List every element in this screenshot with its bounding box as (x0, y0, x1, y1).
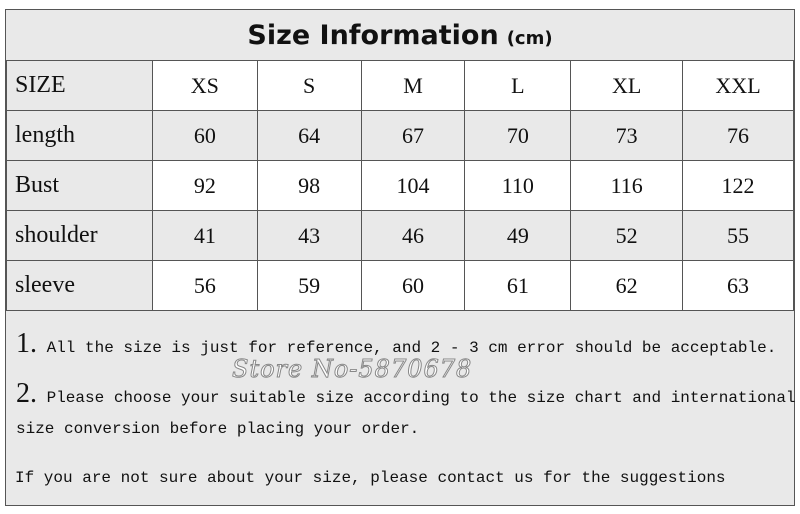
cell: 52 (570, 210, 684, 261)
note-1: 1. All the size is just for reference, a… (16, 328, 776, 360)
header-cell: XS (151, 60, 258, 111)
row-label: length (6, 110, 153, 161)
table-row: shoulder 41 43 46 49 52 55 (6, 210, 794, 261)
cell: 46 (360, 210, 466, 261)
cell: 110 (464, 160, 572, 211)
cell: 73 (570, 110, 684, 161)
header-cell: L (464, 60, 572, 111)
note-text: All the size is just for reference, and … (37, 339, 777, 357)
header-cell: XXL (682, 60, 794, 111)
cell: 61 (464, 260, 572, 311)
cell: 60 (151, 110, 258, 161)
cell: 98 (256, 160, 362, 211)
header-cell: SIZE (6, 60, 153, 111)
cell: 49 (464, 210, 572, 261)
header-cell: XL (570, 60, 684, 111)
note-number: 1. (16, 328, 37, 359)
cell: 122 (682, 160, 794, 211)
size-chart: Size Information (cm) SIZE XS S M L XL X… (5, 9, 796, 506)
cell: 56 (151, 260, 258, 311)
cell: 104 (360, 160, 466, 211)
cell: 116 (570, 160, 684, 211)
cell: 64 (256, 110, 362, 161)
note-3: If you are not sure about your size, ple… (15, 469, 726, 487)
table-row: length 60 64 67 70 73 76 (6, 110, 794, 161)
row-label: Bust (6, 160, 153, 211)
cell: 59 (256, 260, 362, 311)
table-row: Bust 92 98 104 110 116 122 (6, 160, 794, 211)
note-text: Please choose your suitable size accordi… (37, 389, 796, 407)
cell: 55 (682, 210, 794, 261)
cell: 63 (682, 260, 794, 311)
chart-title: Size Information (cm) (6, 10, 794, 61)
note-number: 2. (16, 378, 37, 409)
cell: 67 (360, 110, 466, 161)
header-cell: M (360, 60, 466, 111)
row-label: shoulder (6, 210, 153, 261)
row-label: sleeve (6, 260, 153, 311)
cell: 70 (464, 110, 572, 161)
note-2: 2. Please choose your suitable size acco… (16, 378, 796, 410)
title-text: Size Information (247, 19, 499, 51)
store-watermark: Store No-5870678 (231, 355, 473, 384)
table-row: sleeve 56 59 60 61 62 63 (6, 260, 794, 311)
header-cell: S (256, 60, 362, 111)
header-row: SIZE XS S M L XL XXL (6, 60, 794, 111)
cell: 76 (682, 110, 794, 161)
size-table: SIZE XS S M L XL XXL length 60 64 67 70 … (6, 60, 794, 311)
cell: 62 (570, 260, 684, 311)
cell: 60 (360, 260, 466, 311)
note-2-continued: size conversion before placing your orde… (16, 420, 420, 438)
cell: 92 (151, 160, 258, 211)
cell: 41 (151, 210, 258, 261)
title-unit: (cm) (506, 27, 553, 49)
cell: 43 (256, 210, 362, 261)
